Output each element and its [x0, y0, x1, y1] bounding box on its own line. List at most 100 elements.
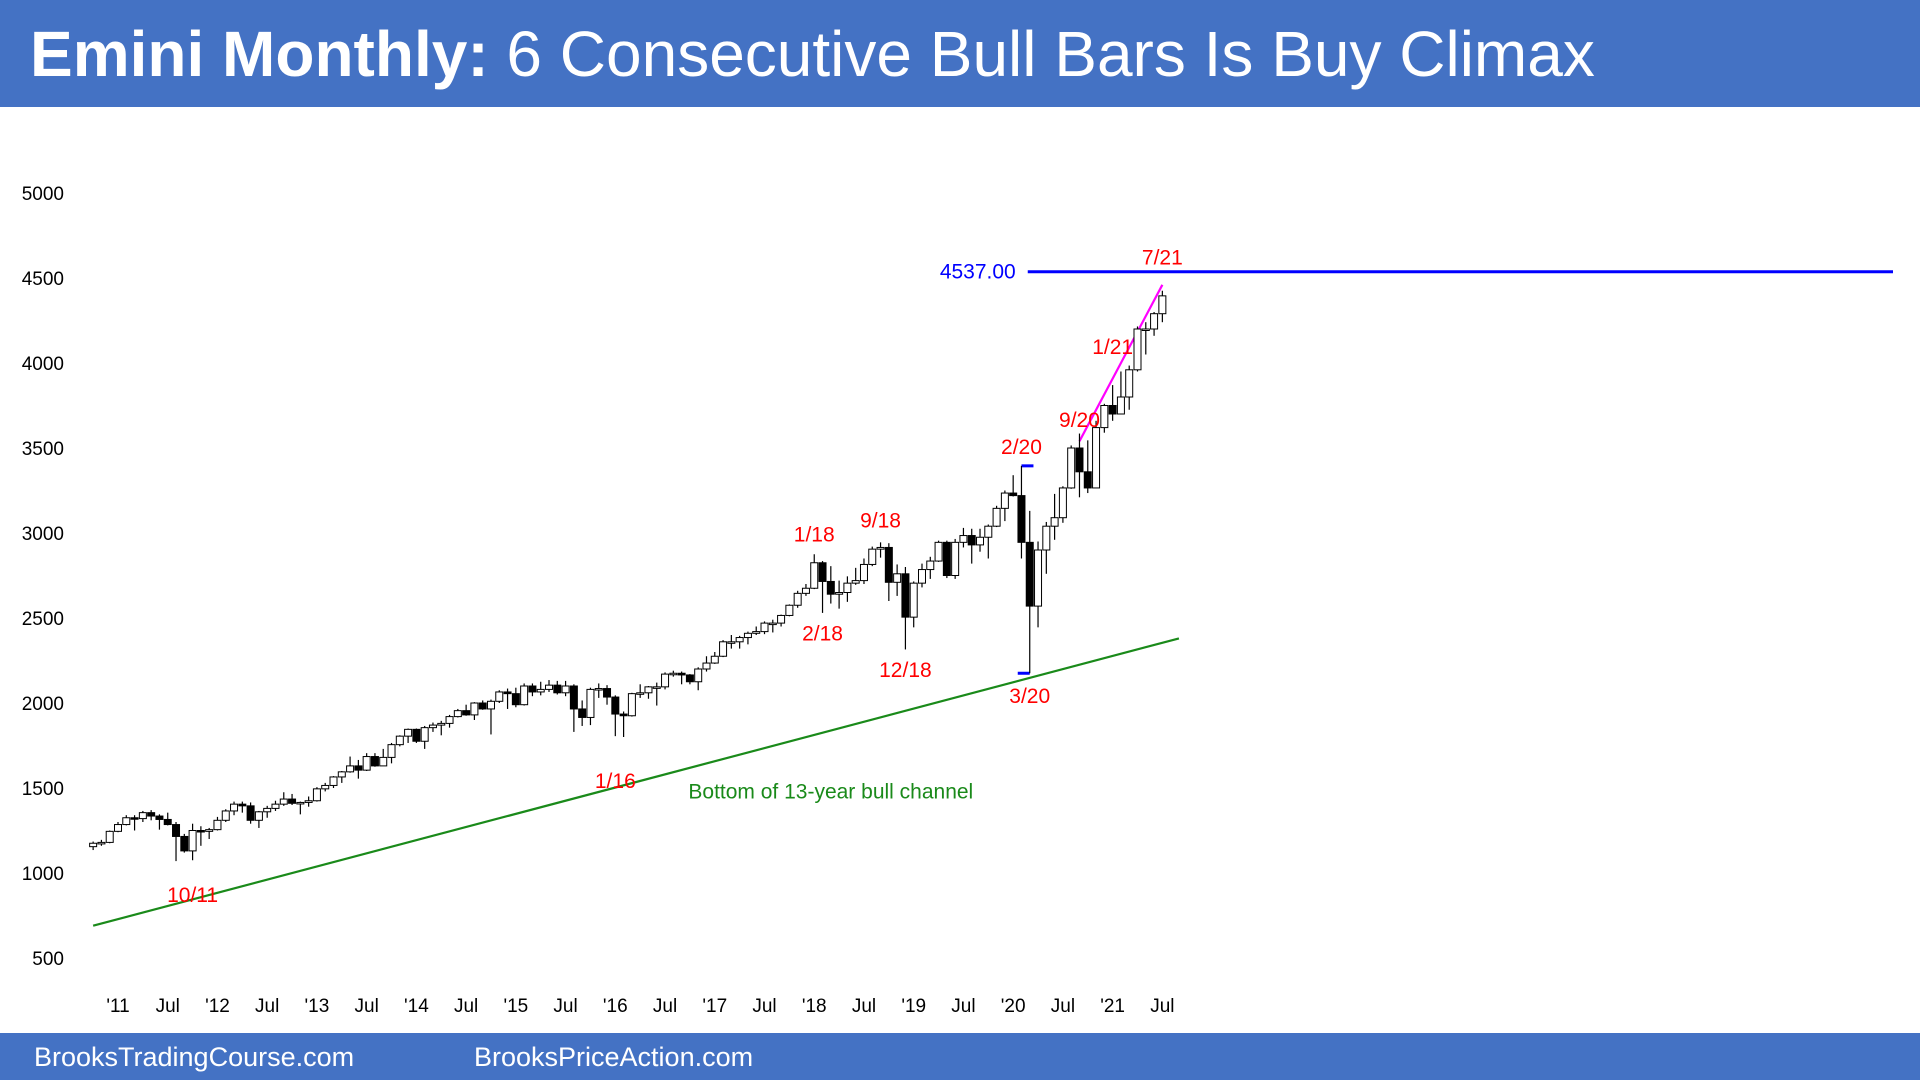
- bull-candle-body: [379, 756, 388, 767]
- bear-candle-body: [511, 693, 520, 706]
- bull-candle-body: [992, 507, 1001, 527]
- x-tick-label: Jul: [1150, 996, 1174, 1017]
- bear-candle-body: [553, 684, 562, 694]
- bear-candle-body: [462, 710, 471, 716]
- y-tick-label: 500: [32, 949, 64, 970]
- x-tick-label: '14: [404, 996, 429, 1017]
- x-tick-label: Jul: [156, 996, 180, 1017]
- bull-candle-body: [868, 548, 877, 565]
- y-tick-label: 2500: [22, 609, 64, 630]
- bull-candle-body: [984, 525, 993, 538]
- annotation-label: 12/18: [879, 659, 932, 682]
- bear-candle-body: [967, 535, 976, 546]
- bear-candle-body: [528, 685, 537, 693]
- footer-bar: BrooksTradingCourse.com BrooksPriceActio…: [0, 1033, 1920, 1080]
- bull-candle-body: [304, 800, 313, 803]
- bull-candle-body: [951, 541, 960, 577]
- annotation-label: 1/18: [794, 524, 835, 547]
- bull-candle-body: [719, 641, 728, 657]
- bear-candle-body: [288, 798, 297, 804]
- bull-candle-body: [702, 662, 711, 670]
- bear-candle-body: [1075, 447, 1084, 473]
- bull-candle-body: [445, 716, 454, 724]
- footer-link-brooks-trading-course[interactable]: BrooksTradingCourse.com: [34, 1042, 355, 1072]
- bull-candle-body: [586, 688, 595, 718]
- bull-candle-body: [835, 592, 844, 595]
- y-tick-label: 3000: [22, 524, 64, 545]
- bull-candle-body: [188, 830, 197, 852]
- bear-candle-body: [611, 696, 620, 715]
- annotation-label: Bottom of 13-year bull channel: [688, 780, 973, 803]
- bull-candle-body: [694, 668, 703, 683]
- bear-candle-body: [1025, 541, 1034, 607]
- bull-candle-body: [404, 728, 413, 737]
- bull-candle-body: [810, 562, 819, 589]
- bull-candle-body: [387, 744, 396, 758]
- bear-candle-body: [578, 708, 587, 718]
- x-tick-label: Jul: [1051, 996, 1075, 1017]
- x-tick-label: '11: [106, 996, 129, 1017]
- annotation-label: 3/20: [1009, 685, 1050, 708]
- bull-candle-body: [105, 830, 114, 843]
- bull-candle-body: [138, 812, 147, 820]
- bear-candle-body: [1017, 495, 1026, 543]
- x-tick-label: Jul: [852, 996, 876, 1017]
- bull-candle-body: [428, 724, 437, 729]
- bull-candle-body: [1042, 525, 1051, 551]
- x-tick-label: Jul: [752, 996, 776, 1017]
- bull-candle-body: [743, 632, 752, 639]
- annotation-label: 9/20: [1059, 409, 1100, 432]
- annotation-label: 7/21: [1142, 247, 1183, 270]
- bear-candle-body: [1009, 492, 1018, 497]
- bull-candle-body: [926, 560, 935, 571]
- bull-candle-body: [785, 604, 794, 616]
- bull-candle-body: [321, 784, 330, 790]
- bull-candle-body: [636, 692, 645, 695]
- bear-candle-body: [180, 835, 189, 852]
- bull-candle-body: [859, 563, 868, 582]
- bull-candle-body: [545, 684, 554, 690]
- x-tick-label: '21: [1100, 996, 1125, 1017]
- bear-candle-body: [246, 805, 255, 821]
- title-bold-part: Emini Monthly:: [30, 18, 489, 90]
- bear-candle-body: [569, 685, 578, 710]
- x-tick-label: '13: [305, 996, 330, 1017]
- bear-candle-body: [826, 580, 835, 595]
- bear-candle-body: [619, 713, 628, 717]
- bull-candle-body: [97, 841, 106, 845]
- bull-candle-body: [254, 811, 263, 821]
- x-tick-label: '20: [1001, 996, 1026, 1017]
- bull-candle-body: [1058, 487, 1067, 519]
- bull-channel-bottom-line: [92, 637, 1180, 927]
- bull-candle-body: [271, 803, 280, 809]
- bull-candle-body: [205, 829, 214, 832]
- bull-candle-body: [346, 765, 355, 773]
- x-tick-label: '15: [503, 996, 528, 1017]
- bull-candle-body: [976, 536, 985, 546]
- bull-candle-body: [710, 655, 719, 664]
- emini-monthly-chart: 500 1000 1500 2000 2500 3000 3500 4000 4500 5000 '…: [22, 184, 1893, 1017]
- x-tick-label: '12: [205, 996, 230, 1017]
- bull-candle-body: [851, 580, 860, 584]
- x-tick-label: '18: [802, 996, 827, 1017]
- bear-candle-body: [1083, 471, 1092, 489]
- bull-candle-body: [1125, 369, 1134, 398]
- bull-candle-body: [909, 582, 918, 618]
- bull-candle-body: [1150, 313, 1159, 330]
- bull-candle-body: [727, 641, 736, 644]
- bear-candle-body: [370, 756, 379, 767]
- bear-candle-body: [1108, 405, 1117, 415]
- bull-candle-body: [893, 573, 902, 583]
- x-tick-label: Jul: [454, 996, 478, 1017]
- bear-candle-body: [412, 728, 421, 742]
- bull-candle-body: [793, 592, 802, 606]
- bull-candle-body: [114, 824, 122, 832]
- bear-candle-body: [130, 817, 139, 820]
- y-tick-label: 5000: [22, 184, 64, 205]
- bull-candle-body: [1050, 517, 1059, 527]
- x-tick-label: '16: [603, 996, 628, 1017]
- bear-candle-body: [901, 573, 910, 618]
- bull-candle-body: [876, 546, 885, 550]
- footer-link-brooks-price-action[interactable]: BrooksPriceAction.com: [474, 1042, 754, 1072]
- annotation-label: 1/16: [595, 770, 636, 793]
